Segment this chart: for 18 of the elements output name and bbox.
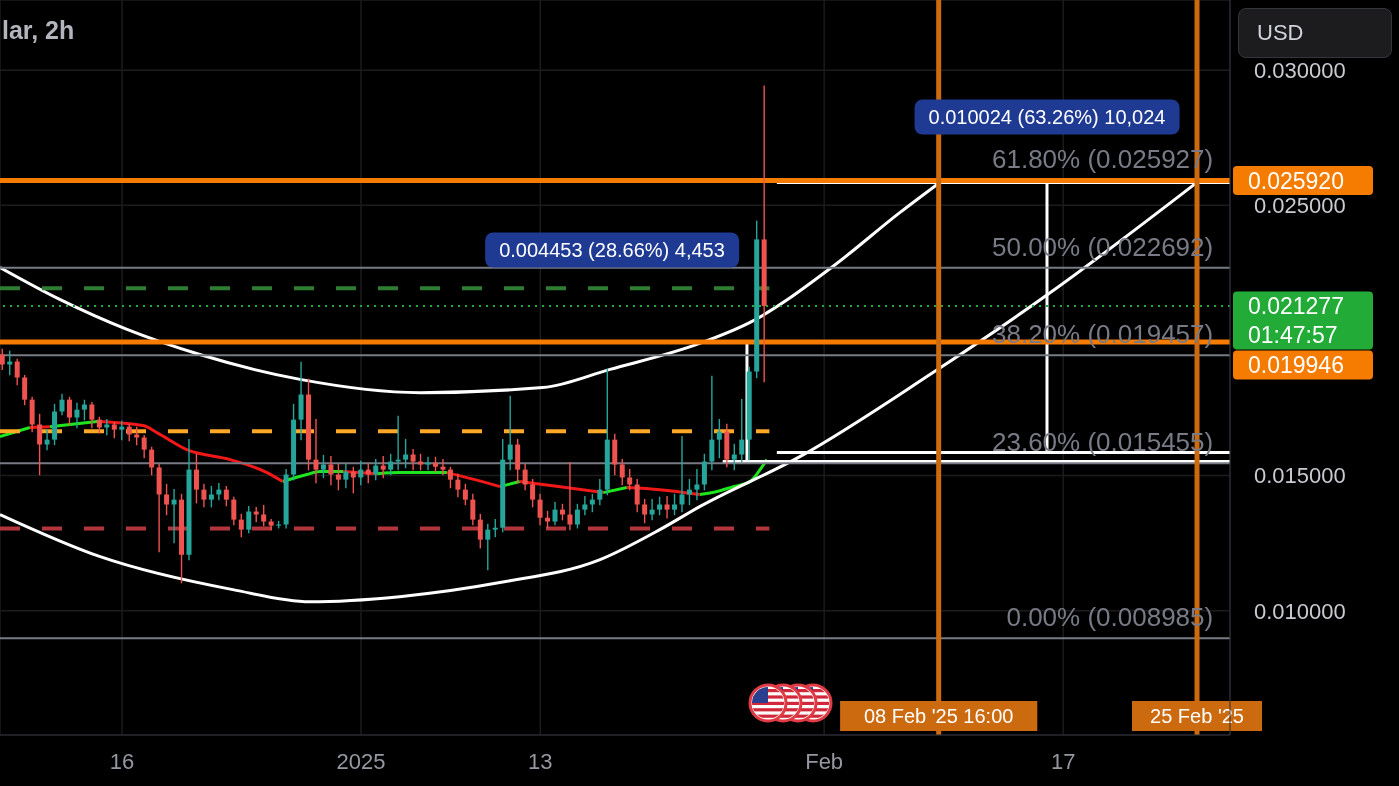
- y-axis-title: USD: [1238, 8, 1392, 58]
- annotation: 0.004453 (28.66%) 4,453: [485, 232, 739, 268]
- y-tick-label: 0.010000: [1254, 598, 1346, 624]
- x-tick-label: 13: [528, 748, 553, 774]
- ref-line-label: 0.025920: [1248, 167, 1344, 194]
- text: lar, 2h: [2, 16, 75, 45]
- annotation: 0.010024 (63.26%) 10,024: [914, 99, 1180, 135]
- ref-line-label: 0.021277 01:47:57: [1248, 292, 1344, 348]
- x-tick-label: 2025: [336, 748, 386, 774]
- ref-line-label: 25 Feb '25: [1150, 705, 1244, 727]
- y-tick-label: 0.030000: [1254, 58, 1346, 84]
- ref-line-label: 08 Feb '25 16:00: [863, 705, 1014, 727]
- x-tick-label: Feb: [805, 748, 844, 774]
- y-tick-label: 0.025000: [1254, 193, 1346, 219]
- x-tick-label: 16: [109, 748, 135, 774]
- ref-line-label: 0.019946: [1248, 351, 1344, 378]
- x-tick-label: 17: [1050, 748, 1076, 774]
- y-tick-label: 0.015000: [1254, 463, 1346, 489]
